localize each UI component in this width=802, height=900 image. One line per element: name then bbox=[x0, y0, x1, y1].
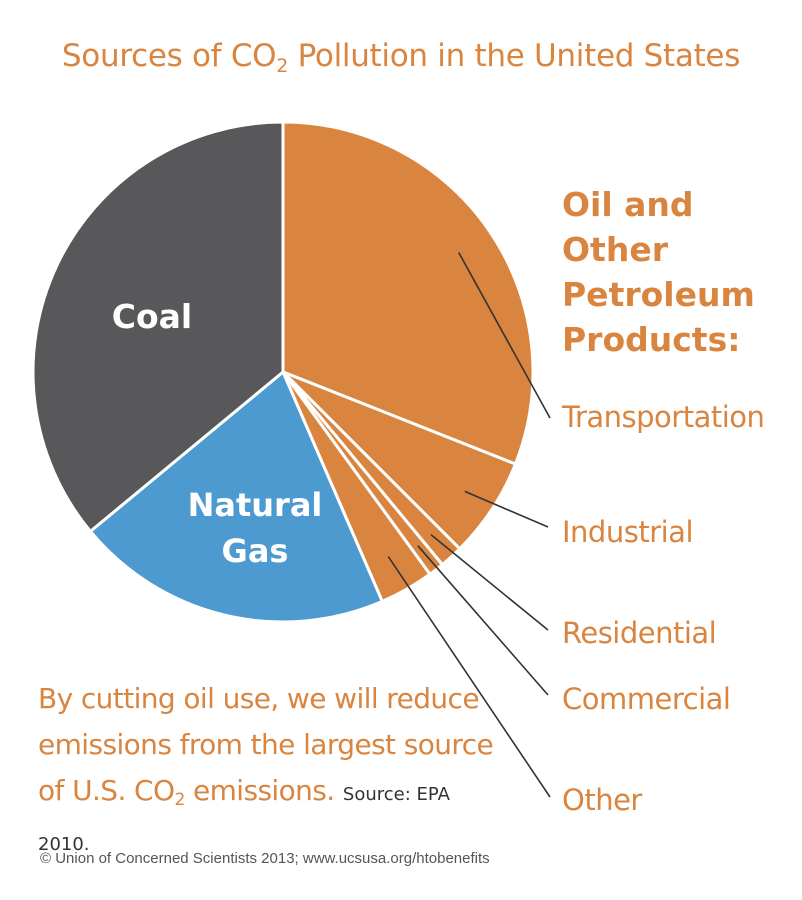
oil-heading-line: Petroleum bbox=[562, 275, 755, 314]
takeaway-note: By cutting oil use, we will reduce emiss… bbox=[38, 676, 498, 868]
title-subscript: 2 bbox=[276, 55, 289, 77]
leader-line-commercial bbox=[417, 545, 549, 696]
pie-slice-coal bbox=[31, 120, 285, 533]
chart-title: Sources of CO2 Pollution in the United S… bbox=[0, 38, 802, 77]
slice-label-natural-gas-line2: Gas bbox=[221, 532, 289, 570]
note-line: of U.S. CO2 emissions. Source: EPA 2010. bbox=[38, 768, 498, 868]
legend-label-industrial: Industrial bbox=[562, 515, 694, 549]
legend-label-transportation: Transportation bbox=[562, 400, 765, 434]
pie-slice-natural-gas bbox=[88, 370, 384, 624]
note-text: of U.S. CO bbox=[38, 774, 175, 807]
leader-line-transportation bbox=[458, 252, 551, 419]
note-line: By cutting oil use, we will reduce bbox=[38, 682, 480, 715]
title-text: Sources of CO bbox=[61, 38, 277, 74]
leader-lines bbox=[387, 252, 551, 798]
slice-label-coal: Coal bbox=[111, 297, 193, 336]
pie-slice-transportation bbox=[281, 120, 535, 466]
slice-label-natural-gas-line1: Natural bbox=[187, 486, 323, 524]
leader-line-residential bbox=[430, 534, 549, 631]
legend-label-residential: Residential bbox=[562, 616, 717, 650]
leader-line-other bbox=[387, 556, 551, 798]
note-line: emissions from the largest source bbox=[38, 728, 494, 761]
copyright-credit: © Union of Concerned Scientists 2013; ww… bbox=[40, 850, 490, 867]
source-citation: Source: EPA 2010. bbox=[38, 784, 450, 855]
title-rest: Pollution in the United States bbox=[288, 38, 741, 74]
oil-heading-line: Products: bbox=[562, 320, 741, 359]
pie-slices bbox=[31, 120, 535, 624]
legend-label-commercial: Commercial bbox=[562, 682, 731, 716]
oil-heading-line: Other bbox=[562, 230, 668, 269]
slice-label-natural-gas: Natural Gas bbox=[170, 482, 340, 574]
note-subscript: 2 bbox=[174, 790, 185, 810]
leader-line-industrial bbox=[464, 490, 549, 528]
oil-heading-line: Oil and bbox=[562, 185, 694, 224]
oil-heading: Oil and Other Petroleum Products: bbox=[562, 182, 794, 362]
note-text: emissions. bbox=[184, 774, 335, 807]
legend-label-other: Other bbox=[562, 783, 642, 817]
